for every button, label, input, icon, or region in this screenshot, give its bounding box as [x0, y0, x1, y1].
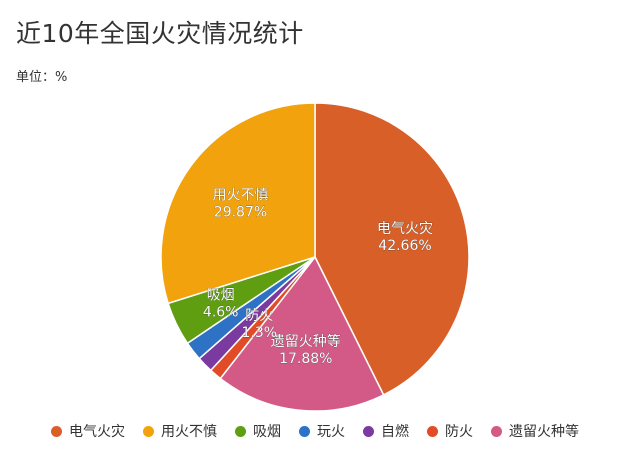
slice-label: 用火不慎 — [213, 187, 269, 203]
legend-label: 吸烟 — [253, 424, 281, 440]
legend-item[interactable]: 玩火 — [299, 421, 345, 441]
legend-item[interactable]: 用火不慎 — [143, 421, 217, 441]
legend-marker — [51, 425, 62, 437]
legend-item[interactable]: 电气火灾 — [51, 421, 125, 441]
legend-label: 电气火灾 — [69, 424, 125, 440]
legend-marker — [363, 425, 374, 437]
legend-label: 自燃 — [381, 424, 409, 440]
slice-value-label: 1.3% — [242, 325, 278, 341]
legend-marker — [491, 425, 502, 437]
slice-label: 遗留火种等 — [271, 333, 341, 350]
legend-marker — [299, 425, 310, 437]
slice-value-label: 42.66% — [378, 238, 431, 254]
legend-label: 防火 — [445, 424, 473, 440]
slice-value-label: 4.6% — [203, 305, 239, 321]
legend-item[interactable]: 吸烟 — [235, 421, 281, 441]
legend-label: 遗留火种等 — [509, 424, 579, 440]
slice-value-label: 17.88% — [279, 351, 332, 367]
legend-label: 玩火 — [317, 424, 345, 440]
unit-label: 单位：% — [16, 70, 68, 85]
pie-slice[interactable] — [160, 102, 316, 305]
legend-item[interactable]: 遗留火种等 — [491, 421, 579, 441]
legend-label: 用火不慎 — [161, 424, 217, 440]
legend-item[interactable]: 自燃 — [363, 421, 409, 441]
chart-title: 近10年全国火灾情况统计 — [16, 19, 304, 48]
slice-label: 吸烟 — [207, 288, 235, 304]
slice-label: 电气火灾 — [377, 220, 433, 237]
legend-marker — [235, 425, 246, 437]
legend-item[interactable]: 防火 — [427, 421, 473, 441]
pie-slice[interactable] — [219, 255, 385, 412]
legend-marker — [427, 425, 438, 437]
chart-legend: 电气火灾 用火不慎 吸烟 玩火 自燃 防火 遗留火种等 — [0, 421, 630, 441]
legend-marker — [143, 425, 154, 437]
pie-slice[interactable] — [314, 102, 470, 396]
slice-label: 防火 — [245, 308, 273, 324]
slice-value-label: 29.87% — [214, 204, 267, 220]
